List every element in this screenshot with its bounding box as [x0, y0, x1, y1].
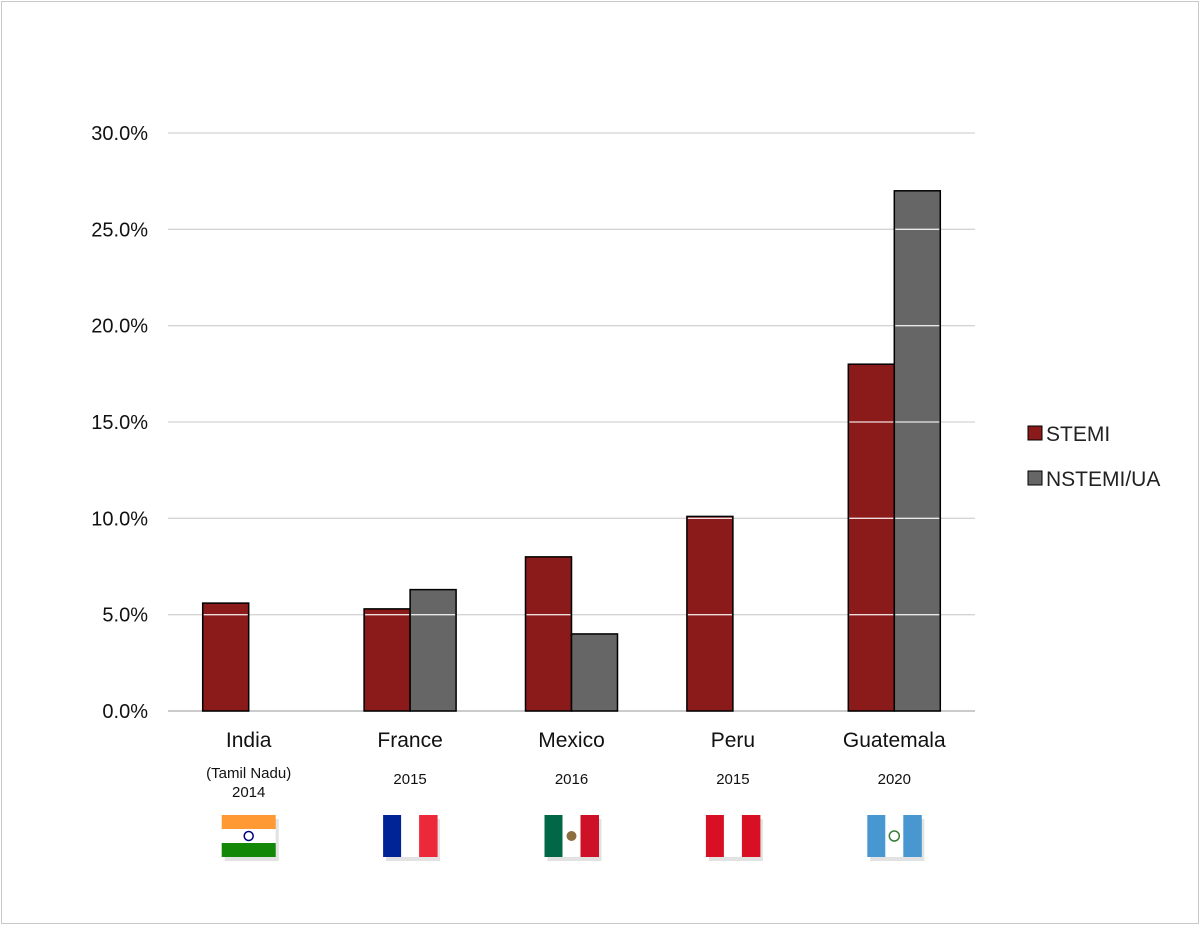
- bar-nstemi-ua-mexico: [570, 633, 619, 712]
- flag-stripe: [580, 815, 599, 857]
- x-tick-sublabel: 2020: [878, 771, 911, 788]
- legend: STEMI NSTEMI/UA: [1027, 423, 1160, 491]
- flag-stripe: [705, 815, 725, 857]
- x-tick-sublabel: (Tamil Nadu): [206, 765, 291, 782]
- x-tick-sublabel: 2015: [716, 771, 749, 788]
- france-flag: [383, 815, 441, 861]
- bar-stemi-india: [201, 602, 250, 712]
- bars: [201, 190, 942, 712]
- emblem-icon: [566, 831, 577, 841]
- bar-nstemi-ua-guatemala: [893, 190, 942, 712]
- guatemala-flag: [867, 815, 925, 861]
- y-tick-label: 5.0%: [102, 605, 148, 627]
- flag-stripe: [867, 815, 886, 857]
- legend-label: STEMI: [1046, 423, 1110, 446]
- mexico-flag: [544, 815, 602, 861]
- y-tick-label: 10.0%: [91, 508, 148, 530]
- x-tick-sublabel: 2016: [555, 771, 588, 788]
- bar-stemi-guatemala: [847, 363, 896, 712]
- flag-stripe: [221, 815, 276, 829]
- legend-label: NSTEMI/UA: [1046, 468, 1160, 491]
- india-flag: [221, 815, 279, 861]
- x-tick-sublabel: 2015: [393, 771, 426, 788]
- x-tick-label: Peru: [711, 729, 755, 752]
- x-tick-sublabel: 2014: [232, 784, 265, 801]
- chakra-icon: [243, 830, 254, 842]
- x-tick-label: France: [377, 729, 442, 752]
- y-tick-label: 20.0%: [91, 316, 148, 338]
- grid-overlay: [203, 228, 940, 616]
- emblem-icon: [888, 830, 901, 842]
- bar-stemi-mexico: [524, 556, 573, 712]
- flag-stripe: [723, 815, 743, 857]
- x-tick-label: Guatemala: [843, 729, 946, 752]
- flag-stripe: [383, 815, 402, 857]
- flag-stripe: [741, 815, 761, 857]
- flag-stripe: [221, 843, 276, 857]
- bar-stemi-france: [363, 608, 411, 712]
- x-tick-label: Mexico: [538, 729, 605, 752]
- flag-stripe: [221, 829, 276, 843]
- legend-swatch: [1027, 470, 1043, 486]
- y-tick-label: 15.0%: [91, 412, 148, 434]
- x-tick-label: India: [226, 729, 272, 752]
- peru-flag: [705, 815, 763, 861]
- y-tick-label: 0.0%: [102, 701, 148, 723]
- flag-stripe: [544, 815, 563, 857]
- y-tick-label: 30.0%: [91, 123, 148, 145]
- flag-stripe: [419, 815, 438, 857]
- y-tick-label: 25.0%: [91, 219, 148, 241]
- legend-swatch: [1027, 425, 1043, 441]
- flag-stripe: [903, 815, 922, 857]
- flag-stripe: [885, 815, 904, 857]
- bar-nstemi-ua-france: [409, 588, 457, 712]
- flag-stripe: [401, 815, 420, 857]
- labels: 0.0% 5.0% 10.0% 15.0% 20.0% 25.0% 30.0% India (T…: [91, 123, 946, 801]
- bar-stemi-peru: [686, 515, 734, 712]
